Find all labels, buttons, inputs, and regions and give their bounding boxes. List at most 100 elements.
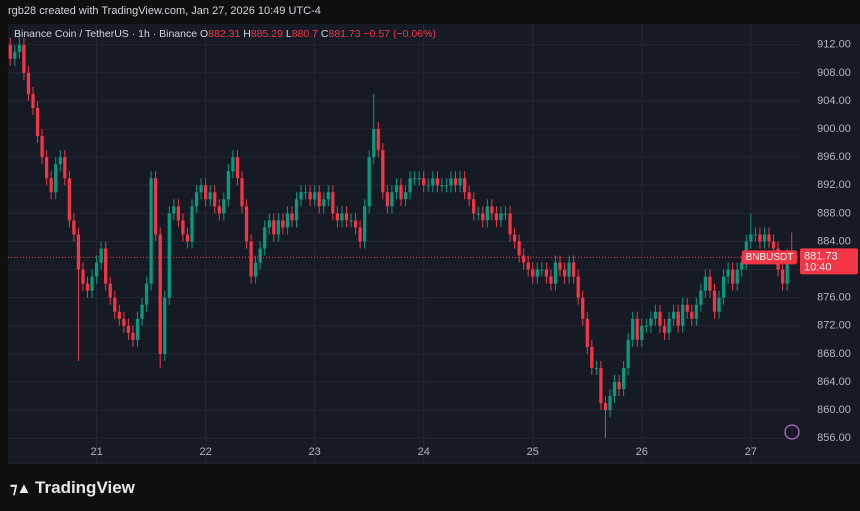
x-tick-label: 22 [200,446,212,458]
candle-body [426,185,430,187]
candle-body [522,255,526,263]
candle-body [331,192,335,214]
y-tick-label: 868.00 [817,348,851,360]
candle-body [449,178,453,186]
candle-body [244,206,249,242]
logo-mark: ⁊▲ [10,480,31,497]
candle-body [694,304,698,319]
candle-body [512,234,517,242]
candle-body [558,262,562,270]
ohlc-label: C [320,28,329,40]
candle-body [549,276,553,284]
candle-body [403,192,408,200]
candle-body [349,220,353,222]
candle-body [703,276,708,291]
candle-body [185,234,190,242]
candle-body [590,346,594,368]
candle-body [385,192,390,207]
candle-body [581,297,585,319]
candle-body [276,220,280,235]
candle-body [417,178,421,180]
candle-body [453,178,458,186]
candle-body [540,269,544,271]
candle-body [317,192,321,207]
candle-body [122,318,126,326]
y-tick-label: 904.00 [817,95,851,107]
plot-background [8,24,860,463]
candle-body [63,157,67,179]
candle-body [399,185,403,200]
y-tick-label: 896.00 [817,151,851,163]
candle-body [258,248,262,263]
candle-body [467,192,471,200]
candle-body [576,276,580,298]
candle-body [440,185,444,187]
candle-body [562,269,567,277]
candle-body [199,185,203,193]
candle-body [253,262,258,277]
candle-body [135,318,140,340]
candle-body [94,262,99,277]
candle-body [708,276,712,291]
y-tick-label: 872.00 [817,320,851,332]
ohlc-value: 885.29 [250,28,283,40]
candle-body [485,206,489,221]
candle-body [517,241,521,256]
candle-body [585,318,589,347]
candle-body [163,297,167,354]
candle-body [235,157,240,179]
candle-body [717,297,721,312]
candle-body [503,213,508,215]
y-tick-label: 856.00 [817,432,851,444]
candle-body [49,178,53,193]
candle-body [99,248,103,263]
candle-body [222,199,226,214]
candle-body [508,213,512,235]
candle-body [631,318,635,340]
candle-body [340,213,344,221]
candle-body [499,213,503,221]
candle-body [217,206,221,214]
ohlc-label: L [285,28,292,40]
candle-body [240,178,244,207]
candle-body [249,241,253,277]
y-tick-label: 860.00 [817,404,851,416]
candle-body [394,185,399,193]
price-tag [800,248,858,275]
y-tick-label: 884.00 [817,235,851,247]
candle-body [531,269,535,277]
candle-body [390,192,394,207]
alert-icon[interactable] [784,424,800,440]
candle-body [35,107,40,137]
candle-body [367,157,371,207]
candle-body [308,192,312,200]
x-tick-label: 24 [418,446,430,458]
logo: ⁊▲ TradingView [10,478,135,498]
candle-body [176,206,181,221]
candle-body [781,269,785,284]
x-tick-label: 23 [309,446,321,458]
y-tick-label: 908.00 [817,67,851,79]
candle-body [358,227,362,242]
candle-body [671,311,676,319]
logo-text: TradingView [35,478,135,497]
candle-body [731,269,735,284]
y-tick-label: 864.00 [817,376,851,388]
candle-body [204,185,208,200]
candle-body [535,269,539,277]
candle-body [635,318,639,340]
candle-body [476,213,480,215]
x-tick-label: 25 [527,446,539,458]
credit: rgb28 created with TradingView.com, Jan … [8,5,321,17]
candle-body [281,220,285,228]
candle-body [544,269,549,277]
candle-body [435,178,439,186]
candle-body [599,367,603,404]
candle-body [749,234,753,242]
x-tick-label: 26 [636,446,648,458]
candle-body [322,199,326,207]
y-tick-label: 876.00 [817,292,851,304]
candle-body [685,304,689,312]
candle-body [626,339,630,368]
candle-body [303,192,308,194]
